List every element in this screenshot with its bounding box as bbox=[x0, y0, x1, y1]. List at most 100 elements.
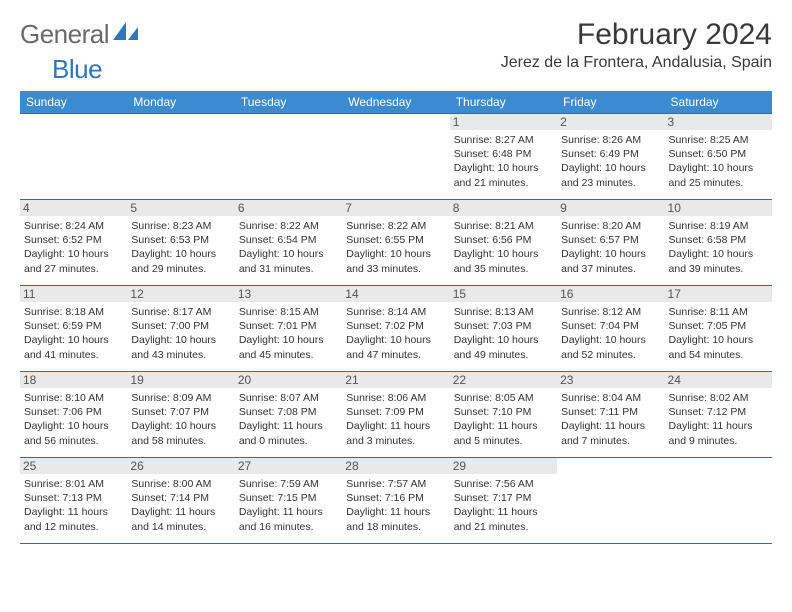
brand-part2: Blue bbox=[52, 54, 102, 85]
sunset-text: Sunset: 7:13 PM bbox=[24, 491, 123, 505]
day-detail: Sunrise: 8:10 AMSunset: 7:06 PMDaylight:… bbox=[24, 391, 123, 448]
day-number: 18 bbox=[20, 372, 127, 388]
day-detail: Sunrise: 8:24 AMSunset: 6:52 PMDaylight:… bbox=[24, 219, 123, 276]
calendar-day-cell: 1Sunrise: 8:27 AMSunset: 6:48 PMDaylight… bbox=[450, 114, 557, 200]
day-detail: Sunrise: 8:22 AMSunset: 6:55 PMDaylight:… bbox=[346, 219, 445, 276]
day-detail: Sunrise: 8:22 AMSunset: 6:54 PMDaylight:… bbox=[239, 219, 338, 276]
daylight-text: and 27 minutes. bbox=[24, 262, 123, 276]
daylight-text: Daylight: 10 hours bbox=[454, 161, 553, 175]
calendar-day-cell: 21 Sunrise: 8:06 AMSunset: 7:09 PMDayligh… bbox=[342, 372, 449, 458]
sunrise-text: Sunrise: 8:26 AM bbox=[561, 133, 660, 147]
sunset-text: Sunset: 7:05 PM bbox=[669, 319, 768, 333]
daylight-text: and 21 minutes. bbox=[454, 520, 553, 534]
sunset-text: Sunset: 6:53 PM bbox=[131, 233, 230, 247]
daylight-text: Daylight: 10 hours bbox=[669, 333, 768, 347]
calendar-day-cell: 22Sunrise: 8:05 AMSunset: 7:10 PMDayligh… bbox=[450, 372, 557, 458]
sunrise-text: Sunrise: 8:06 AM bbox=[346, 391, 445, 405]
day-detail: Sunrise: 7:56 AMSunset: 7:17 PMDaylight:… bbox=[454, 477, 553, 534]
weekday-header: Monday bbox=[127, 91, 234, 114]
day-number: 6 bbox=[235, 200, 342, 216]
day-number: 2 bbox=[557, 114, 664, 130]
day-number: 14 bbox=[342, 286, 449, 302]
daylight-text: Daylight: 11 hours bbox=[24, 505, 123, 519]
daylight-text: and 58 minutes. bbox=[131, 434, 230, 448]
weekday-header: Wednesday bbox=[342, 91, 449, 114]
day-detail: Sunrise: 8:06 AMSunset: 7:09 PMDaylight:… bbox=[346, 391, 445, 448]
weekday-header: Friday bbox=[557, 91, 664, 114]
daylight-text: Daylight: 11 hours bbox=[239, 505, 338, 519]
calendar-table: Sunday Monday Tuesday Wednesday Thursday… bbox=[20, 91, 772, 544]
daylight-text: and 47 minutes. bbox=[346, 348, 445, 362]
sunrise-text: Sunrise: 8:22 AM bbox=[346, 219, 445, 233]
sunset-text: Sunset: 7:12 PM bbox=[669, 405, 768, 419]
sunrise-text: Sunrise: 8:07 AM bbox=[239, 391, 338, 405]
day-number: 17 bbox=[665, 286, 772, 302]
sunrise-text: Sunrise: 8:21 AM bbox=[454, 219, 553, 233]
daylight-text: Daylight: 11 hours bbox=[561, 419, 660, 433]
calendar-day-cell bbox=[342, 114, 449, 200]
day-detail: Sunrise: 8:27 AMSunset: 6:48 PMDaylight:… bbox=[454, 133, 553, 190]
day-detail: Sunrise: 7:57 AMSunset: 7:16 PMDaylight:… bbox=[346, 477, 445, 534]
calendar-day-cell: 7Sunrise: 8:22 AMSunset: 6:55 PMDaylight… bbox=[342, 200, 449, 286]
day-detail: Sunrise: 8:21 AMSunset: 6:56 PMDaylight:… bbox=[454, 219, 553, 276]
day-number: 11 bbox=[20, 286, 127, 302]
sunrise-text: Sunrise: 8:09 AM bbox=[131, 391, 230, 405]
calendar-day-cell: 8Sunrise: 8:21 AMSunset: 6:56 PMDaylight… bbox=[450, 200, 557, 286]
day-number: 25 bbox=[20, 458, 127, 474]
sunset-text: Sunset: 7:02 PM bbox=[346, 319, 445, 333]
sunrise-text: Sunrise: 8:01 AM bbox=[24, 477, 123, 491]
daylight-text: and 18 minutes. bbox=[346, 520, 445, 534]
calendar-day-cell bbox=[127, 114, 234, 200]
calendar-week-row: 11 Sunrise: 8:18 AMSunset: 6:59 PM Dayligh… bbox=[20, 286, 772, 372]
sunrise-text: Sunrise: 7:59 AM bbox=[239, 477, 338, 491]
sunrise-text: Sunrise: 8:14 AM bbox=[346, 305, 445, 319]
daylight-text: and 14 minutes. bbox=[131, 520, 230, 534]
day-detail: Sunrise: 8:01 AMSunset: 7:13 PMDaylight:… bbox=[24, 477, 123, 534]
sunrise-text: Sunrise: 8:24 AM bbox=[24, 219, 123, 233]
day-detail: Sunrise: 8:15 AMSunset: 7:01 PMDaylight:… bbox=[239, 305, 338, 362]
daylight-text: and 54 minutes. bbox=[669, 348, 768, 362]
daylight-text: Daylight: 10 hours bbox=[669, 247, 768, 261]
day-number: 21 bbox=[342, 372, 449, 388]
calendar-week-row: 4Sunrise: 8:24 AMSunset: 6:52 PMDaylight… bbox=[20, 200, 772, 286]
day-detail: Sunrise: 8:12 AMSunset: 7:04 PMDaylight:… bbox=[561, 305, 660, 362]
calendar-day-cell bbox=[20, 114, 127, 200]
day-number: 23 bbox=[557, 372, 664, 388]
day-detail: Sunrise: 8:14 AMSunset: 7:02 PMDaylight:… bbox=[346, 305, 445, 362]
sunset-text: Sunset: 6:48 PM bbox=[454, 147, 553, 161]
calendar-day-cell: 29Sunrise: 7:56 AMSunset: 7:17 PMDayligh… bbox=[450, 458, 557, 544]
sunrise-text: Sunrise: 8:20 AM bbox=[561, 219, 660, 233]
daylight-text: Daylight: 11 hours bbox=[239, 419, 338, 433]
day-number: 22 bbox=[450, 372, 557, 388]
calendar-week-row: 18 Sunrise: 8:10 AMSunset: 7:06 PMDayligh… bbox=[20, 372, 772, 458]
daylight-text: Daylight: 10 hours bbox=[561, 247, 660, 261]
calendar-day-cell: 14 Sunrise: 8:14 AMSunset: 7:02 PMDayligh… bbox=[342, 286, 449, 372]
daylight-text: and 45 minutes. bbox=[239, 348, 338, 362]
day-number: 19 bbox=[127, 372, 234, 388]
sunset-text: Sunset: 6:58 PM bbox=[669, 233, 768, 247]
daylight-text: and 7 minutes. bbox=[561, 434, 660, 448]
day-number: 27 bbox=[235, 458, 342, 474]
daylight-text: Daylight: 10 hours bbox=[24, 247, 123, 261]
daylight-text: and 25 minutes. bbox=[669, 176, 768, 190]
sunset-text: Sunset: 6:59 PM bbox=[24, 319, 123, 333]
day-number: 24 bbox=[665, 372, 772, 388]
sunset-text: Sunset: 6:52 PM bbox=[24, 233, 123, 247]
sunrise-text: Sunrise: 8:18 AM bbox=[24, 305, 123, 319]
sunset-text: Sunset: 6:57 PM bbox=[561, 233, 660, 247]
sunset-text: Sunset: 7:15 PM bbox=[239, 491, 338, 505]
sunrise-text: Sunrise: 8:13 AM bbox=[454, 305, 553, 319]
sunrise-text: Sunrise: 8:05 AM bbox=[454, 391, 553, 405]
sunset-text: Sunset: 7:17 PM bbox=[454, 491, 553, 505]
day-number: 12 bbox=[127, 286, 234, 302]
calendar-day-cell bbox=[235, 114, 342, 200]
daylight-text: Daylight: 10 hours bbox=[346, 247, 445, 261]
sunrise-text: Sunrise: 8:02 AM bbox=[669, 391, 768, 405]
calendar-day-cell: 11Sunrise: 8:18 AMSunset: 6:59 PMDayligh… bbox=[20, 286, 127, 372]
daylight-text: Daylight: 10 hours bbox=[24, 419, 123, 433]
weekday-header: Sunday bbox=[20, 91, 127, 114]
calendar-day-cell: 15Sunrise: 8:13 AMSunset: 7:03 PMDayligh… bbox=[450, 286, 557, 372]
calendar-day-cell: 9Sunrise: 8:20 AMSunset: 6:57 PMDaylight… bbox=[557, 200, 664, 286]
sunrise-text: Sunrise: 8:25 AM bbox=[669, 133, 768, 147]
day-number: 13 bbox=[235, 286, 342, 302]
